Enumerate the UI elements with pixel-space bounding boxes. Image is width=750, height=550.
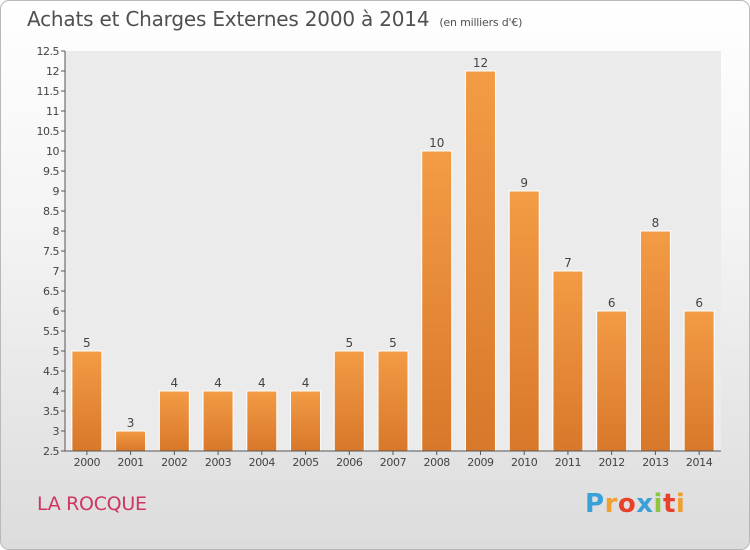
logo-letter: i [653, 489, 663, 519]
data-label: 4 [171, 376, 179, 390]
y-tick-label: 9 [53, 185, 60, 198]
data-label: 12 [473, 56, 488, 70]
bar [421, 150, 453, 452]
data-label: 6 [608, 296, 616, 310]
logo-letter: t [662, 489, 676, 519]
bar [333, 350, 365, 452]
logo-letter: x [636, 489, 654, 519]
x-tick-label: 2008 [424, 456, 451, 469]
bar [639, 230, 671, 452]
y-tick-label: 8.5 [43, 205, 59, 218]
bar [115, 430, 147, 452]
data-label: 8 [652, 216, 660, 230]
logo-letter: P [585, 489, 605, 519]
data-label: 4 [258, 376, 266, 390]
y-tick-label: 6 [53, 305, 60, 318]
data-label: 4 [302, 376, 310, 390]
y-tick-label: 10 [46, 145, 59, 158]
bar [377, 350, 409, 452]
data-label: 4 [214, 376, 222, 390]
chart-subtitle: (en milliers d'€) [439, 16, 523, 29]
y-tick-label: 12 [46, 65, 59, 78]
x-tick-label: 2001 [117, 456, 143, 469]
x-tick-label: 2006 [336, 456, 363, 469]
x-tick-label: 2012 [598, 456, 624, 469]
bar [596, 310, 628, 452]
y-tick-label: 10.5 [37, 125, 60, 138]
data-label: 5 [83, 336, 91, 350]
y-tick-label: 12.5 [37, 45, 60, 58]
town-name: LA ROCQUE [37, 493, 147, 515]
chart-title: Achats et Charges Externes 2000 à 2014 (e… [27, 7, 522, 31]
chart-title-text: Achats et Charges Externes 2000 à 2014 [27, 7, 430, 31]
data-label: 9 [520, 176, 528, 190]
y-tick-label: 3.5 [43, 405, 59, 418]
bar [202, 390, 234, 452]
data-label: 5 [345, 336, 353, 350]
bar [290, 390, 322, 452]
x-tick-label: 2011 [555, 456, 581, 469]
x-tick-label: 2014 [686, 456, 713, 469]
y-tick-label: 7.5 [43, 245, 59, 258]
bar [552, 270, 584, 452]
bar [246, 390, 278, 452]
x-tick-label: 2003 [205, 456, 232, 469]
y-tick-label: 5 [53, 345, 60, 358]
x-tick-label: 2009 [467, 456, 494, 469]
y-tick-label: 7 [53, 265, 60, 278]
bar [158, 390, 190, 452]
logo-letter: o [617, 489, 637, 519]
x-tick-label: 2005 [292, 456, 319, 469]
data-label: 7 [564, 256, 572, 270]
y-tick-label: 5.5 [43, 325, 59, 338]
x-tick-label: 2004 [249, 456, 276, 469]
y-tick-label: 11.5 [37, 85, 60, 98]
proxiti-logo[interactable]: Proxiti [585, 489, 685, 519]
y-tick-label: 11 [46, 105, 59, 118]
bar [71, 350, 103, 452]
y-tick-label: 9.5 [43, 165, 59, 178]
y-tick-label: 6.5 [43, 285, 59, 298]
y-tick-label: 4 [53, 385, 60, 398]
bar [508, 190, 540, 452]
x-tick-label: 2002 [161, 456, 187, 469]
data-label: 6 [695, 296, 703, 310]
y-tick-label: 4.5 [43, 365, 59, 378]
bar [464, 70, 496, 452]
x-tick-label: 2007 [380, 456, 407, 469]
x-tick-label: 2000 [74, 456, 101, 469]
y-tick-label: 8 [53, 225, 60, 238]
x-tick-label: 2013 [642, 456, 669, 469]
data-label: 10 [429, 136, 444, 150]
x-tick-label: 2010 [511, 456, 538, 469]
logo-letter: i [675, 489, 686, 519]
y-tick-label: 3 [53, 425, 60, 438]
data-label: 5 [389, 336, 397, 350]
data-label: 3 [127, 416, 135, 430]
bar [683, 310, 715, 452]
y-tick-label: 2.5 [43, 445, 59, 458]
logo-letter: r [604, 489, 618, 519]
